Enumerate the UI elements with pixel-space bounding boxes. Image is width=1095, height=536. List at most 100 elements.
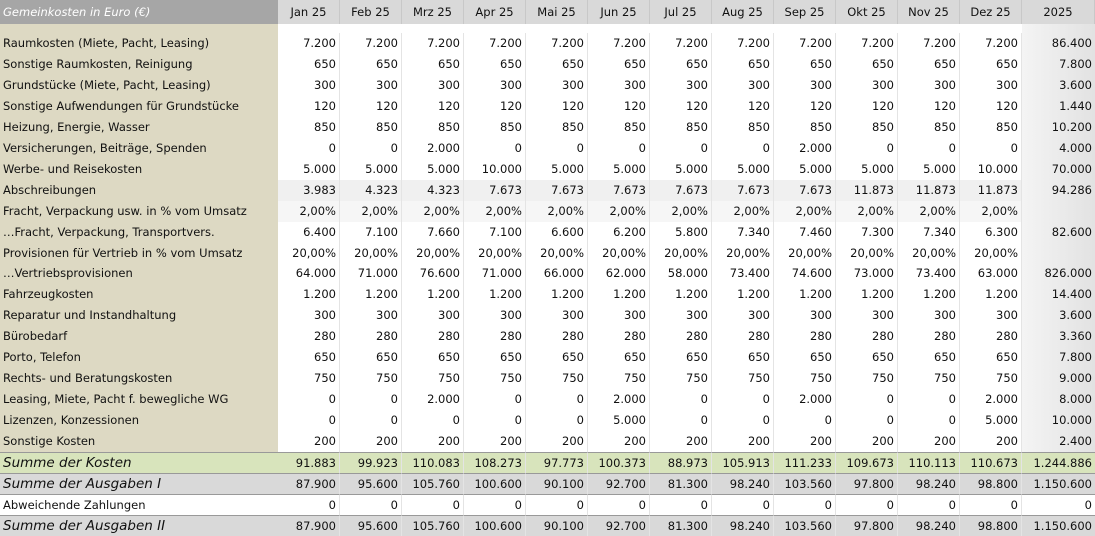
row-label: …Fracht, Verpackung, Transportvers. xyxy=(0,221,278,243)
value-cell: 300 xyxy=(588,74,650,97)
total-cell: 9.000 xyxy=(1022,368,1095,390)
value-cell: 88.973 xyxy=(650,452,712,474)
value-cell: 7.200 xyxy=(340,33,402,55)
value-cell: 300 xyxy=(650,305,712,327)
value-cell: 98.800 xyxy=(960,514,1022,536)
value-cell: 650 xyxy=(774,347,836,369)
value-cell: 0 xyxy=(650,493,712,516)
value-cell: 6.300 xyxy=(960,221,1022,243)
value-cell: 98.240 xyxy=(712,514,774,536)
value-cell: 650 xyxy=(588,53,650,76)
value-cell: 2,00% xyxy=(526,200,588,223)
value-cell: 0 xyxy=(836,137,898,160)
value-cell: 7.200 xyxy=(402,33,464,55)
row-label: Werbe- und Reisekosten xyxy=(0,158,278,181)
value-cell: 300 xyxy=(712,305,774,327)
value-cell: 0 xyxy=(340,493,402,516)
value-cell: 200 xyxy=(774,431,836,453)
value-cell: 4.323 xyxy=(402,179,464,202)
value-cell: 58.000 xyxy=(650,263,712,285)
value-cell: 200 xyxy=(340,431,402,453)
value-cell: 280 xyxy=(588,326,650,348)
header-month: Okt 25 xyxy=(836,0,898,24)
value-cell: 2.000 xyxy=(774,389,836,411)
value-cell: 7.673 xyxy=(464,179,526,202)
value-cell: 0 xyxy=(340,410,402,432)
value-cell: 300 xyxy=(712,74,774,97)
summary-label: Abweichende Zahlungen xyxy=(0,493,278,516)
value-cell: 1.200 xyxy=(588,284,650,306)
value-cell: 120 xyxy=(712,95,774,118)
value-cell: 650 xyxy=(712,53,774,76)
value-cell: 650 xyxy=(712,347,774,369)
value-cell: 105.760 xyxy=(402,472,464,495)
header-title: Gemeinkosten in Euro (€) xyxy=(0,0,278,24)
total-cell: 2.400 xyxy=(1022,431,1095,453)
value-cell: 1.200 xyxy=(464,284,526,306)
value-cell: 97.800 xyxy=(836,472,898,495)
total-cell: 7.800 xyxy=(1022,53,1095,76)
row-label: Lizenzen, Konzessionen xyxy=(0,410,278,432)
row-label: Sonstige Kosten xyxy=(0,431,278,453)
value-cell: 7.200 xyxy=(898,33,960,55)
value-cell: 300 xyxy=(278,305,340,327)
value-cell: 0 xyxy=(278,137,340,160)
value-cell: 280 xyxy=(712,326,774,348)
value-cell: 2,00% xyxy=(712,200,774,223)
value-cell: 7.300 xyxy=(836,221,898,243)
value-cell: 11.873 xyxy=(960,179,1022,202)
value-cell: 280 xyxy=(402,326,464,348)
value-cell: 300 xyxy=(402,305,464,327)
value-cell: 5.000 xyxy=(278,158,340,181)
row-label: Reparatur und Instandhaltung xyxy=(0,305,278,327)
row-label: Abschreibungen xyxy=(0,179,278,202)
value-cell: 200 xyxy=(526,431,588,453)
value-cell: 300 xyxy=(340,305,402,327)
row-label: Sonstige Raumkosten, Reinigung xyxy=(0,53,278,76)
value-cell: 0 xyxy=(836,410,898,432)
value-cell: 0 xyxy=(960,493,1022,516)
value-cell: 6.600 xyxy=(526,221,588,243)
header-total: 2025 xyxy=(1022,0,1095,24)
value-cell: 1.200 xyxy=(278,284,340,306)
value-cell: 0 xyxy=(402,493,464,516)
value-cell: 10.000 xyxy=(464,158,526,181)
total-cell: 10.000 xyxy=(1022,410,1095,432)
value-cell: 63.000 xyxy=(960,263,1022,285)
value-cell: 7.673 xyxy=(588,179,650,202)
value-cell: 81.300 xyxy=(650,514,712,536)
value-cell: 650 xyxy=(526,347,588,369)
value-cell: 62.000 xyxy=(588,263,650,285)
value-cell: 97.800 xyxy=(836,514,898,536)
header-month: Jun 25 xyxy=(588,0,650,24)
value-cell: 0 xyxy=(278,410,340,432)
value-cell: 650 xyxy=(464,53,526,76)
value-cell: 650 xyxy=(526,53,588,76)
header-month: Mrz 25 xyxy=(402,0,464,24)
row-label: Versicherungen, Beiträge, Spenden xyxy=(0,137,278,160)
summary-label: Summe der Kosten xyxy=(0,452,278,474)
value-cell: 5.000 xyxy=(960,410,1022,432)
value-cell: 300 xyxy=(836,74,898,97)
value-cell: 200 xyxy=(588,431,650,453)
row-label: Provisionen für Vertrieb in % vom Umsatz xyxy=(0,242,278,264)
value-cell: 650 xyxy=(588,347,650,369)
value-cell: 280 xyxy=(836,326,898,348)
value-cell: 280 xyxy=(526,326,588,348)
value-cell: 110.113 xyxy=(898,452,960,474)
value-cell: 109.673 xyxy=(836,452,898,474)
value-cell: 1.200 xyxy=(402,284,464,306)
value-cell: 200 xyxy=(712,431,774,453)
value-cell: 650 xyxy=(402,347,464,369)
value-cell: 650 xyxy=(340,347,402,369)
value-cell: 7.100 xyxy=(464,221,526,243)
value-cell: 7.673 xyxy=(526,179,588,202)
value-cell: 200 xyxy=(402,431,464,453)
value-cell: 0 xyxy=(898,410,960,432)
value-cell: 0 xyxy=(898,493,960,516)
value-cell: 20,00% xyxy=(464,242,526,264)
summary-label: Summe der Ausgaben II xyxy=(0,514,278,536)
value-cell: 5.000 xyxy=(526,158,588,181)
value-cell: 300 xyxy=(464,74,526,97)
value-cell: 650 xyxy=(278,53,340,76)
